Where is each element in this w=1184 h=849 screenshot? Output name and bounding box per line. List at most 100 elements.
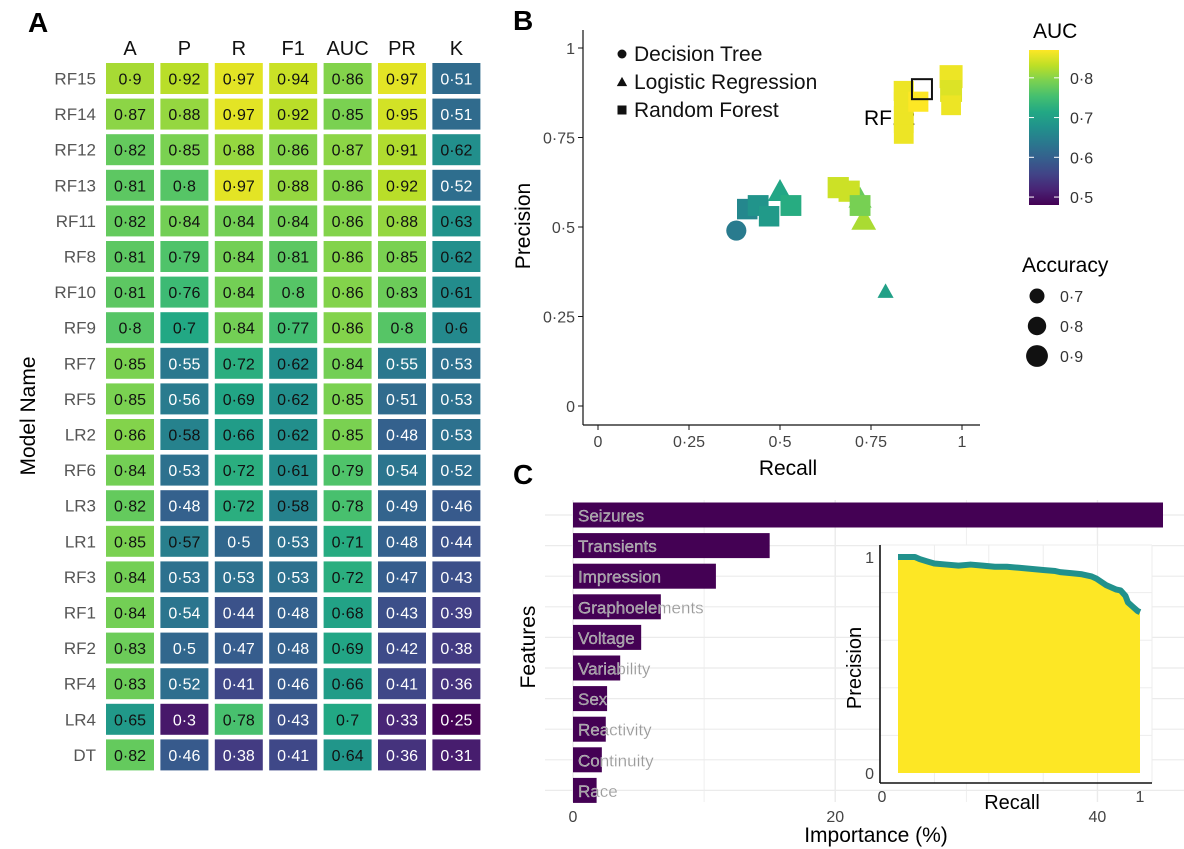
heatmap-cell [160,134,209,166]
heatmap-cell [378,63,426,94]
accuracy-legend-key [1029,288,1045,304]
heatmap-cell-value: 0·62 [277,356,309,373]
accuracy-legend-key [1026,345,1048,367]
heatmap-cell [432,597,481,628]
heatmap-row-label: RF11 [56,212,96,231]
heatmap-cell-value: 0·51 [440,107,472,124]
importance-bar [573,594,661,620]
heatmap-cell-value: 0·53 [277,570,309,587]
heatmap-cell [160,383,209,415]
scatter-panel: Recall Precision AUC Accuracy RF12 0 0·25… [512,20,1109,480]
colorbar-tick-label: 0·8 [1070,71,1093,88]
heatmap-cell-value: 0·84 [168,214,200,231]
heatmap-cell [432,703,481,735]
scatter-y-tick-label: 0·5 [552,220,575,237]
heatmap-cell-value: 0·63 [440,214,472,231]
heatmap-cell-value: 0·85 [114,534,146,551]
heatmap-cell [323,98,372,130]
heatmap-cell-value: 0·92 [168,72,200,89]
scatter-point [893,124,914,144]
scatter-point [849,195,871,216]
heatmap-cell-value: 0·86 [277,143,309,160]
heatmap-row-label: RF15 [54,70,96,89]
bar-x-tick-label: 0 [569,809,578,826]
colorbar-tick-label: 0·6 [1070,150,1093,167]
heatmap-row-label: RF9 [64,319,96,338]
scatter-point [908,91,929,112]
heatmap-cell-value: 0·69 [223,392,255,409]
heatmap-cell-value: 0·68 [332,606,364,623]
heatmap-cell [323,597,372,628]
heatmap-cell [106,169,154,201]
heatmap-cell-value: 0·65 [114,712,146,729]
heatmap-cell [378,98,426,130]
heatmap-cell [160,561,209,593]
heatmap-cell-value: 0·36 [386,748,418,765]
heatmap-cell-value: 0·86 [332,214,364,231]
heatmap-cell [106,276,154,308]
heatmap-cell-value: 0·54 [168,606,200,623]
heatmap-cell [323,454,372,486]
heatmap-column-label: F1 [282,38,305,60]
heatmap-cell [432,419,481,450]
scatter-x-tick-label: 0·5 [768,434,791,451]
heatmap-cell-value: 0·48 [386,428,418,445]
heatmap-cell-value: 0·44 [440,534,472,551]
heatmap-cell [378,276,426,308]
importance-bar [573,686,608,712]
heatmap-row-label: RF8 [64,248,96,267]
heatmap-cell [106,98,154,130]
importance-bar [573,533,770,559]
heatmap-column-label: R [232,38,246,60]
accuracy-legend-title: Accuracy [1022,254,1109,277]
heatmap-cell-value: 0·25 [440,712,472,729]
heatmap-cell [160,347,209,379]
heatmap-cell [269,703,318,735]
heatmap-cell-value: 0·85 [114,392,146,409]
heatmap-cell [432,383,481,415]
heatmap-cell [214,632,263,664]
heatmap-cell [269,134,318,166]
heatmap-cell [106,454,154,486]
heatmap-cell-value: 0·8 [390,321,413,338]
heatmap-row-label: RF1 [64,604,96,623]
heatmap-column-label: AUC [326,38,368,60]
heatmap-cell [214,419,263,450]
heatmap-cell [323,419,372,450]
heatmap-cell [323,241,372,272]
heatmap-cell [432,668,481,700]
auc-legend-title: AUC [1033,20,1077,43]
heatmap-column-label: K [450,38,464,60]
heatmap-cell [160,205,209,237]
heatmap-cell-value: 0·78 [223,712,255,729]
heatmap-cell [432,63,481,94]
heatmap-cell-value: 0·46 [440,499,472,516]
heatmap-cell-value: 0·87 [332,143,364,160]
heatmap-cell [269,490,318,522]
heatmap-cell-value: 0·84 [223,214,255,231]
heatmap-cell [160,525,209,557]
heatmap-cell-value: 0·77 [277,321,309,338]
heatmap-cell-value: 0·69 [332,641,364,658]
heatmap-cell-value: 0·41 [277,748,309,765]
shape-legend-key [617,49,627,59]
heatmap-cell [432,169,481,201]
heatmap-row-label: RF4 [64,675,96,694]
heatmap-cell-value: 0·66 [223,428,255,445]
heatmap-cell-value: 0·48 [386,534,418,551]
heatmap-cell [106,597,154,628]
inset-y-tick-label: 0 [865,766,874,783]
heatmap-cell [214,490,263,522]
shape-legend-label: Logistic Regression [634,71,817,94]
heatmap-cell-value: 0·86 [332,178,364,195]
heatmap-cell-value: 0·58 [277,499,309,516]
heatmap-cell [106,490,154,522]
heatmap-cell [323,632,372,664]
heatmap-cell [323,383,372,415]
heatmap-cell [106,205,154,237]
heatmap-cell [214,63,263,94]
heatmap-cell [269,169,318,201]
heatmap-cell-value: 0·53 [277,534,309,551]
panel-label-c: C [513,459,533,490]
bar-category-label: Seizures [578,507,644,526]
